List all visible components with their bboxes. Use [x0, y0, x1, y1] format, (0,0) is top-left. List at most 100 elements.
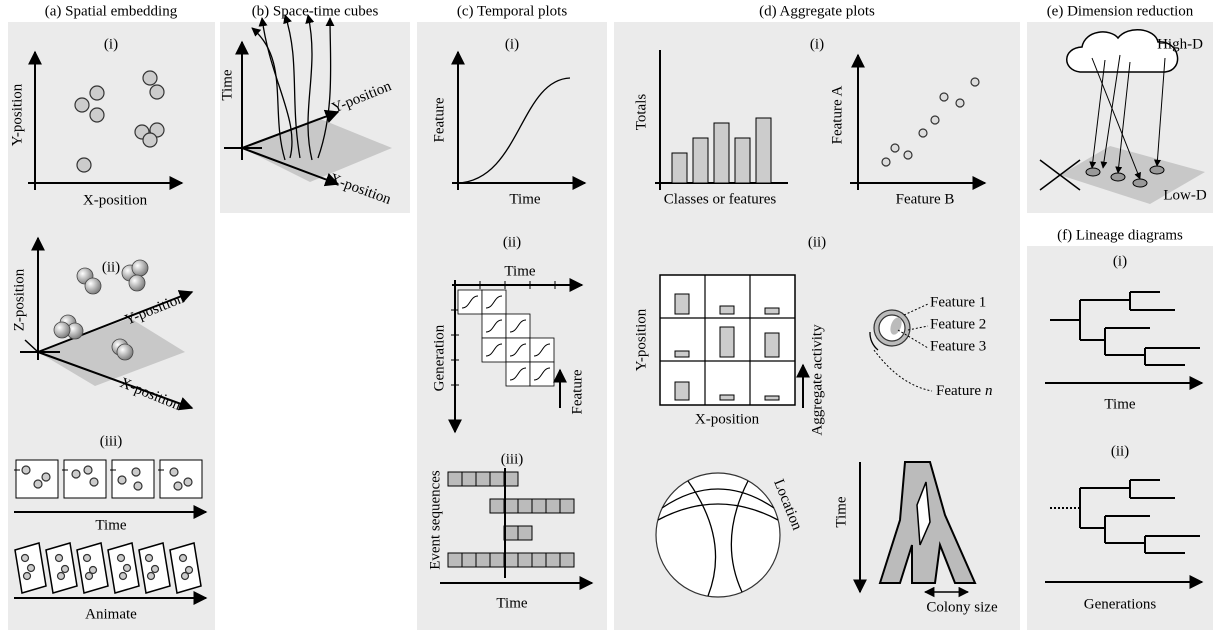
dot — [132, 468, 140, 476]
dot — [971, 78, 979, 86]
sub-label: (ii) — [808, 234, 826, 250]
bar — [675, 382, 689, 400]
dot — [940, 93, 948, 101]
bar — [756, 118, 771, 183]
event-box — [504, 553, 518, 567]
label: Time — [496, 595, 527, 611]
label: Time — [219, 69, 235, 100]
dot — [124, 565, 131, 572]
dot — [143, 71, 157, 85]
bar — [675, 351, 689, 357]
event-box — [532, 553, 546, 567]
dot — [22, 555, 29, 562]
dot — [118, 555, 125, 562]
label: Feature 1 — [930, 294, 986, 310]
event-box — [546, 499, 560, 513]
dot — [180, 555, 187, 562]
dot — [62, 566, 69, 573]
label: X-position — [83, 192, 148, 208]
dot — [22, 466, 30, 474]
label: Time — [509, 191, 540, 207]
sphere — [129, 275, 145, 291]
event-box — [560, 553, 574, 567]
sphere — [54, 322, 70, 338]
figure: (a) Spatial embedding (b) Space-time cube… — [0, 0, 1219, 630]
label: Totals — [633, 94, 649, 131]
label: Generations — [1084, 596, 1157, 612]
sub-label: (i) — [1113, 253, 1127, 269]
label: Feature — [569, 369, 585, 414]
frame — [16, 460, 58, 498]
label: Z-position — [11, 268, 27, 331]
dot — [34, 480, 42, 488]
bar — [765, 308, 779, 314]
panel-title: (b) Space-time cubes — [252, 3, 379, 19]
bar — [720, 327, 734, 357]
dot — [84, 555, 91, 562]
bar — [720, 395, 734, 400]
bar — [765, 333, 779, 357]
label: Time — [1104, 396, 1135, 412]
dot — [90, 86, 104, 100]
label: Classes or features — [664, 191, 777, 207]
label: Time — [504, 263, 535, 279]
label: Time — [833, 496, 849, 527]
dot — [77, 158, 91, 172]
label: Feature B — [896, 191, 955, 207]
event-box — [532, 499, 546, 513]
sub-label: (ii) — [503, 234, 521, 250]
label: Animate — [85, 606, 137, 622]
bar — [714, 123, 729, 183]
event-box — [448, 472, 462, 486]
panel-background — [1027, 246, 1213, 630]
dot — [72, 470, 80, 478]
event-box — [462, 472, 476, 486]
label: Feature 2 — [930, 316, 986, 332]
dot — [134, 482, 142, 490]
bar — [720, 306, 734, 314]
label: X-position — [695, 411, 760, 427]
event-box — [490, 472, 504, 486]
dot — [143, 133, 157, 147]
sphere — [85, 278, 101, 294]
panel-background — [220, 22, 410, 213]
page: body { margin: 0; background: #fff; font… — [0, 0, 1219, 630]
event-box — [518, 499, 532, 513]
frame — [160, 460, 202, 498]
dot — [152, 566, 159, 573]
panel-title: (f) Lineage diagrams — [1057, 227, 1183, 243]
sub-label: (i) — [104, 36, 118, 52]
dot — [170, 468, 178, 476]
dot — [146, 555, 153, 562]
event-box — [560, 499, 574, 513]
sub-label: (ii) — [102, 259, 120, 275]
dot — [931, 116, 939, 124]
sub-label: (i) — [810, 36, 824, 52]
dot — [956, 99, 964, 107]
panel-title: (e) Dimension reduction — [1047, 3, 1194, 19]
event-box — [490, 553, 504, 567]
label: Feature A — [829, 85, 845, 144]
label: High-D — [1157, 36, 1203, 52]
label: Y-position — [633, 308, 649, 371]
dot — [90, 478, 98, 486]
event-box — [448, 553, 462, 567]
event-box — [518, 553, 532, 567]
label: Generation — [431, 324, 447, 391]
event-box — [504, 472, 518, 486]
sub-label: (iii) — [501, 451, 524, 467]
frame — [64, 460, 106, 498]
panel-title: (a) Spatial embedding — [45, 3, 178, 19]
dot — [86, 573, 93, 580]
event-box — [476, 553, 490, 567]
event-box — [462, 553, 476, 567]
bar — [693, 138, 708, 183]
label: Event sequences — [427, 470, 443, 570]
event-box — [476, 472, 490, 486]
circle-plot — [656, 473, 780, 597]
label-part: Feature — [936, 383, 981, 399]
dot — [118, 476, 126, 484]
dot — [24, 573, 31, 580]
dot — [919, 129, 927, 137]
